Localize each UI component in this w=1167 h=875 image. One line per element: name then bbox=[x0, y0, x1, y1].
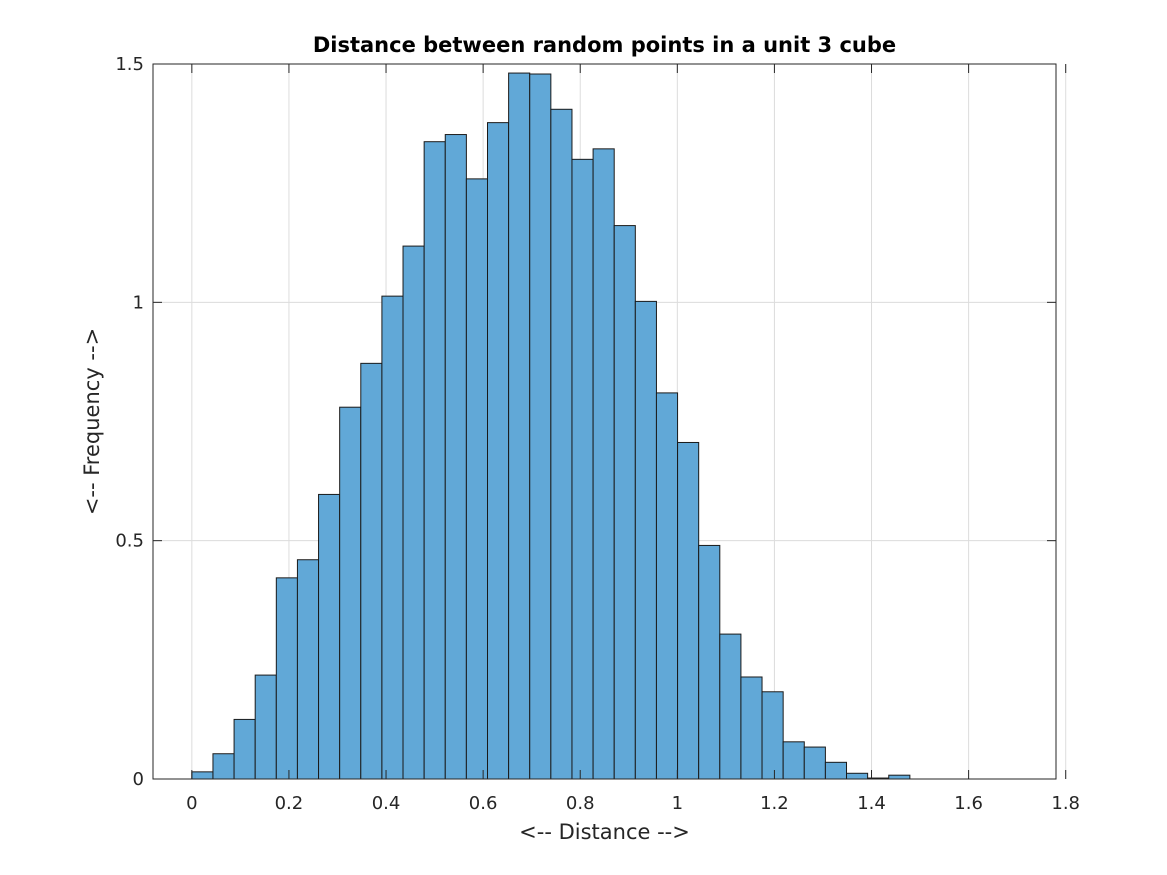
x-tick-label: 1.8 bbox=[1051, 793, 1080, 814]
x-tick-label: 0 bbox=[186, 793, 197, 814]
x-tick-label: 1.6 bbox=[954, 793, 983, 814]
histogram-bar bbox=[486, 122, 510, 780]
y-axis-label: <-- Frequency --> bbox=[80, 328, 104, 515]
histogram-bar bbox=[275, 577, 298, 780]
x-axis-label: <-- Distance --> bbox=[519, 820, 690, 844]
histogram-bar bbox=[508, 72, 531, 780]
x-tick-label: 1.4 bbox=[857, 793, 886, 814]
histogram-bar bbox=[254, 674, 277, 780]
y-tick-label: 1 bbox=[133, 292, 144, 313]
x-tick-label: 0.4 bbox=[372, 793, 401, 814]
histogram-bar bbox=[318, 493, 341, 780]
histogram-bar bbox=[381, 295, 404, 780]
histogram-bar bbox=[634, 300, 657, 780]
histogram-bar bbox=[677, 441, 700, 780]
histogram-bar bbox=[233, 718, 256, 780]
histogram-bar bbox=[550, 108, 573, 780]
histogram-bar bbox=[402, 245, 425, 780]
histogram-bar bbox=[360, 362, 383, 780]
x-tick-labels: 0 0.2 0.4 0.6 0.8 1 1.2 1.4 1.6 1.8 bbox=[186, 793, 1080, 814]
chart-title: Distance between random points in a unit… bbox=[313, 33, 896, 57]
histogram-bar bbox=[761, 691, 784, 780]
histogram-bar bbox=[465, 178, 488, 780]
histogram-bar bbox=[339, 406, 362, 780]
y-tick-label: 1.5 bbox=[115, 54, 144, 75]
histogram-bar bbox=[529, 73, 552, 780]
histogram-bar bbox=[698, 544, 721, 780]
histogram-bar bbox=[423, 141, 446, 780]
histogram-bar bbox=[782, 741, 805, 780]
histogram-bar bbox=[571, 158, 594, 780]
histogram-bar bbox=[212, 753, 235, 780]
histogram-bar bbox=[655, 392, 679, 780]
histogram-bar bbox=[191, 771, 214, 780]
x-tick-label: 0.6 bbox=[469, 793, 498, 814]
histogram-bar bbox=[846, 772, 869, 780]
y-tick-labels: 0 0.5 1 1.5 bbox=[115, 54, 144, 790]
x-tick-label: 0.2 bbox=[275, 793, 304, 814]
histogram-bar bbox=[719, 633, 742, 780]
histogram-bar bbox=[803, 746, 826, 780]
tick-marks bbox=[153, 63, 1067, 780]
x-tick-label: 0.8 bbox=[566, 793, 595, 814]
histogram-bar bbox=[740, 676, 763, 780]
axes-box bbox=[152, 63, 1057, 780]
histogram-bars bbox=[191, 72, 911, 780]
y-tick-label: 0 bbox=[133, 769, 144, 790]
x-tick-label: 1.2 bbox=[760, 793, 789, 814]
histogram-bar bbox=[824, 761, 848, 780]
histogram-bar bbox=[888, 774, 911, 780]
x-tick-label: 1 bbox=[672, 793, 683, 814]
histogram-bar bbox=[613, 225, 636, 780]
histogram-bar bbox=[592, 148, 615, 780]
histogram-bar bbox=[444, 134, 467, 780]
histogram-bar bbox=[296, 559, 320, 780]
y-tick-label: 0.5 bbox=[115, 531, 144, 552]
